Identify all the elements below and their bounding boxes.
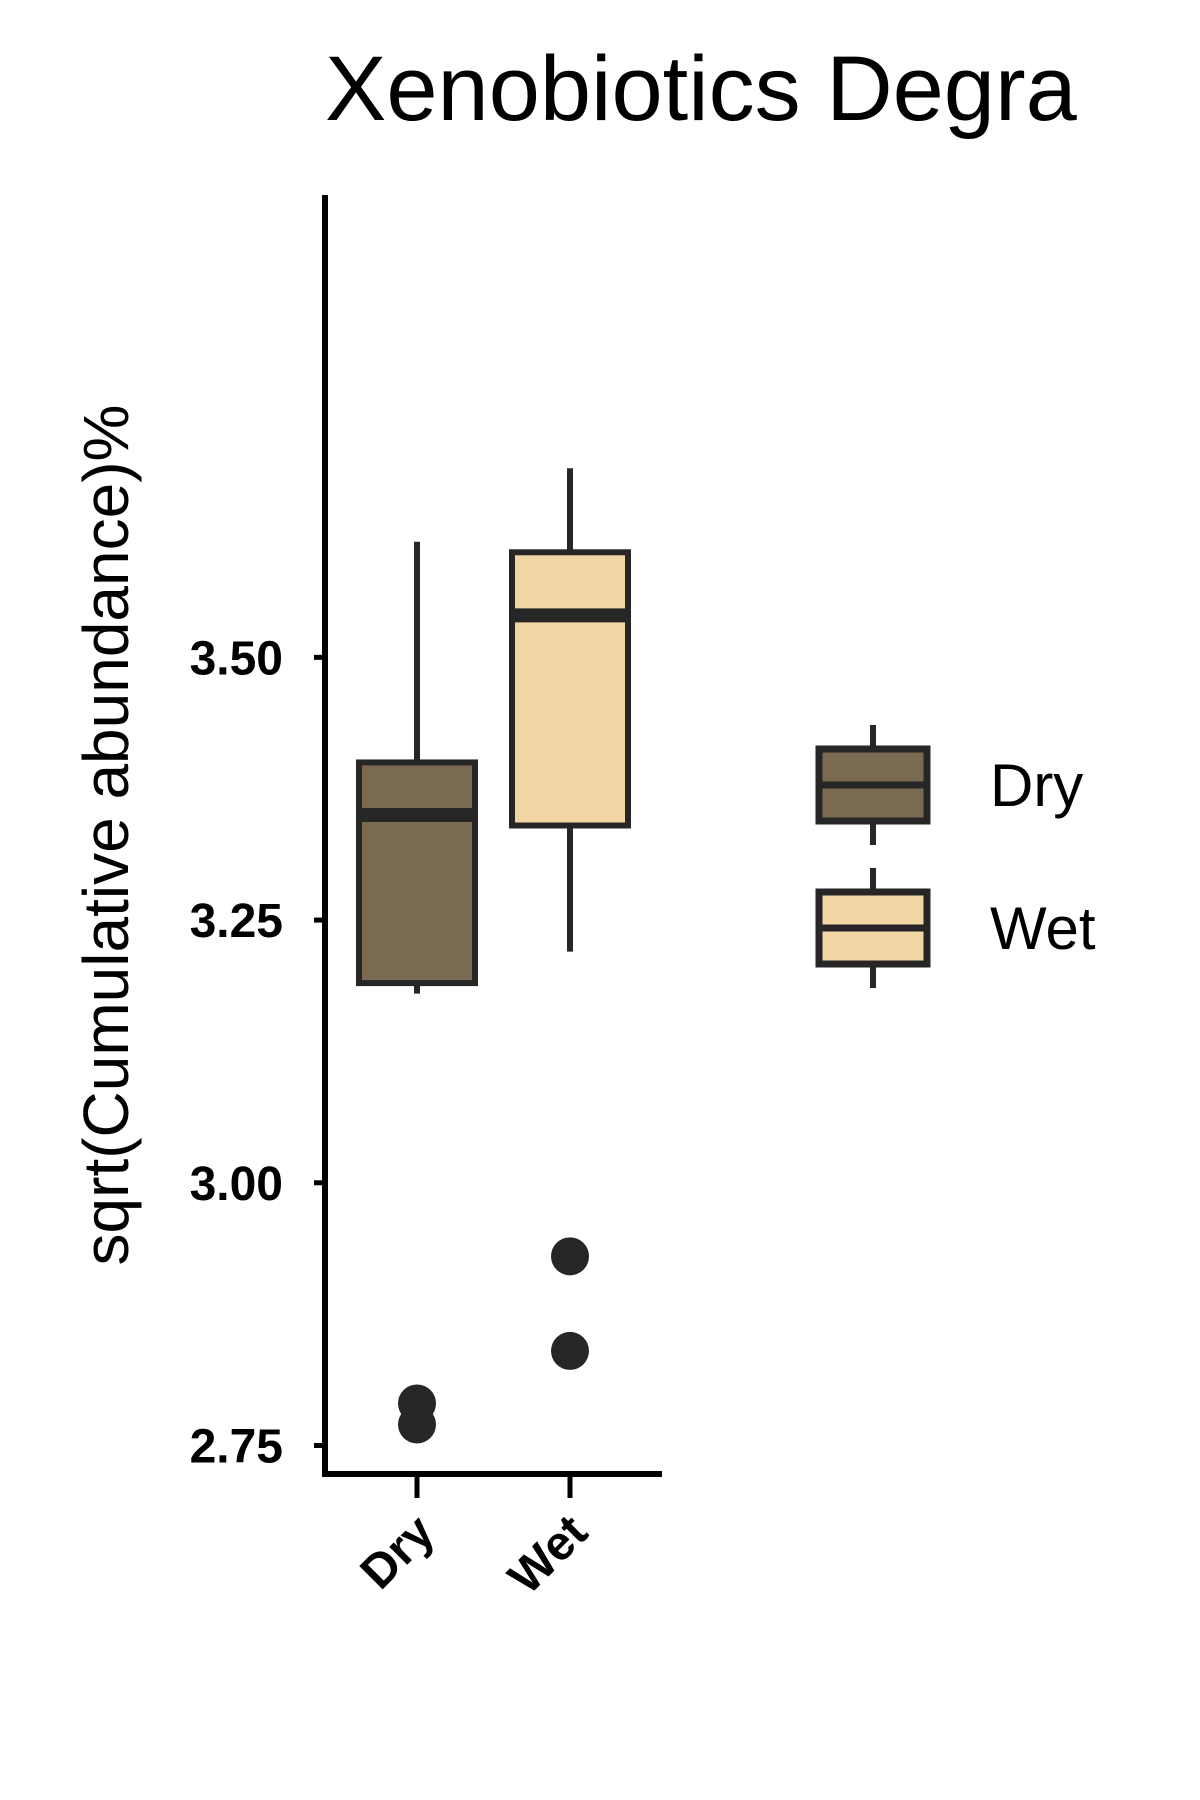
- legend-label: Dry: [990, 752, 1083, 819]
- legend-item-dry: Dry: [815, 725, 1083, 845]
- x-tick-label-wet: Wet: [499, 1505, 598, 1604]
- legend-item-wet: Wet: [815, 868, 1096, 988]
- outlier-point: [551, 1237, 589, 1276]
- box-iqr: [509, 549, 631, 829]
- chart-title: Xenobiotics Degra: [325, 38, 1078, 140]
- y-tick-label: 3.25: [190, 895, 283, 948]
- x-tick-label-dry: Dry: [351, 1505, 445, 1599]
- box-iqr: [356, 759, 478, 987]
- y-tick-label: 2.75: [190, 1420, 283, 1473]
- box-wet: [509, 468, 631, 1370]
- y-axis-label: sqrt(Cumulative abundance)%: [70, 405, 142, 1266]
- y-tick-label: 3.00: [190, 1158, 283, 1211]
- box-dry: [356, 541, 478, 1444]
- outlier-point: [551, 1331, 589, 1370]
- legend-label: Wet: [990, 895, 1096, 962]
- outlier-point: [398, 1405, 436, 1444]
- y-tick-label: 3.50: [190, 632, 283, 685]
